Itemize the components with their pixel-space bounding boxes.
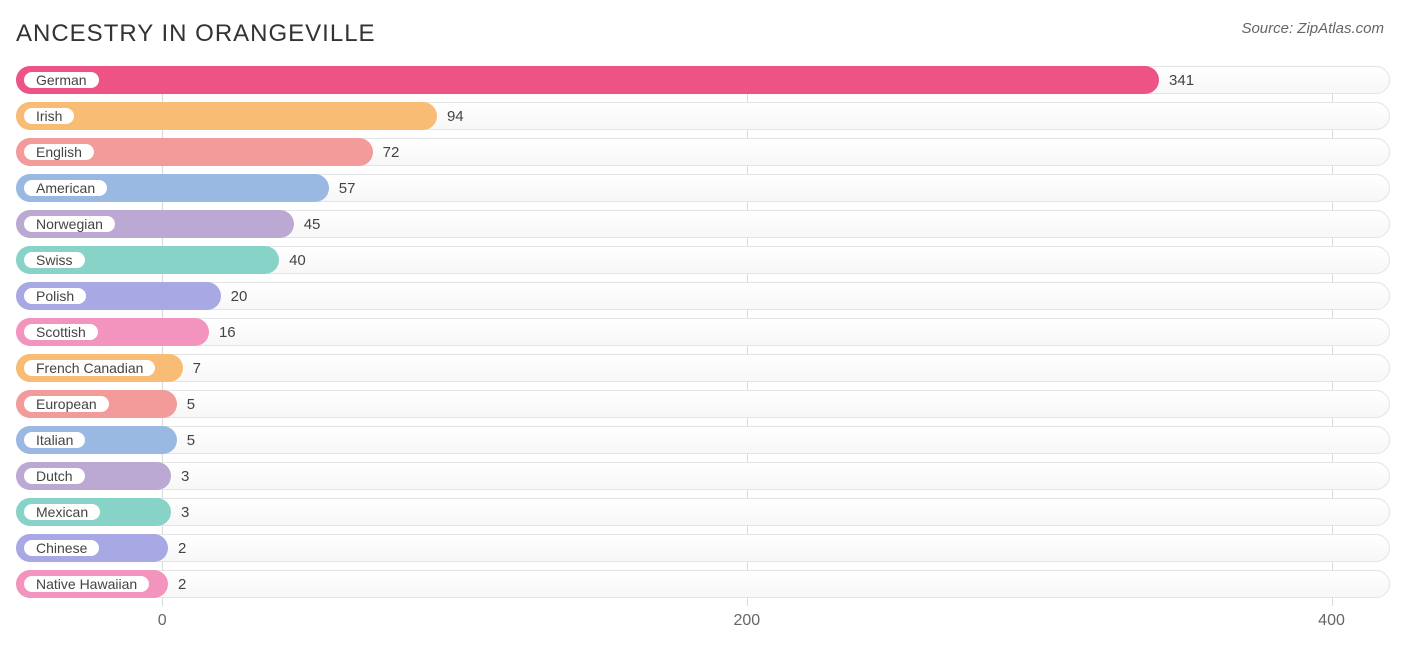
bar-track	[16, 570, 1390, 598]
bar-track	[16, 426, 1390, 454]
bar-label-pill: Polish	[22, 286, 88, 306]
bar-label-pill: Scottish	[22, 322, 100, 342]
bar-value: 40	[279, 246, 306, 274]
bar-label-pill: Italian	[22, 430, 87, 450]
bar-value: 2	[168, 534, 186, 562]
bar-row: Swiss 40	[16, 246, 1390, 274]
bar-value: 7	[183, 354, 201, 382]
bar-value: 72	[373, 138, 400, 166]
header: ANCESTRY IN ORANGEVILLE Source: ZipAtlas…	[16, 20, 1390, 48]
source-attribution: Source: ZipAtlas.com	[1241, 20, 1390, 37]
bar-row: Norwegian 45	[16, 210, 1390, 238]
bar-row: Chinese 2	[16, 534, 1390, 562]
bar-label-pill: Chinese	[22, 538, 101, 558]
bar-label-pill: English	[22, 142, 96, 162]
bar-label-pill: French Canadian	[22, 358, 157, 378]
bar-row: Native Hawaiian 2	[16, 570, 1390, 598]
bar-row: Irish 94	[16, 102, 1390, 130]
bar-value: 20	[221, 282, 248, 310]
bar-label-pill: German	[22, 70, 101, 90]
bar-value: 5	[177, 426, 195, 454]
x-axis: 0 200 400	[16, 606, 1390, 640]
bar-label-pill: American	[22, 178, 109, 198]
bar-row: Scottish 16	[16, 318, 1390, 346]
bar-row: Italian 5	[16, 426, 1390, 454]
bar-value: 57	[329, 174, 356, 202]
bar-fill	[16, 66, 1159, 94]
bar-row: German 341	[16, 66, 1390, 94]
bar-label-pill: Irish	[22, 106, 76, 126]
bar-label-pill: Dutch	[22, 466, 87, 486]
bar-label-pill: Swiss	[22, 250, 87, 270]
bar-row: Mexican 3	[16, 498, 1390, 526]
bar-row: English 72	[16, 138, 1390, 166]
bar-row: French Canadian 7	[16, 354, 1390, 382]
x-tick: 400	[1318, 612, 1345, 630]
bar-label-pill: European	[22, 394, 111, 414]
bar-row: Polish 20	[16, 282, 1390, 310]
bar-track	[16, 354, 1390, 382]
x-tick: 0	[158, 612, 167, 630]
bar-row: American 57	[16, 174, 1390, 202]
bar-label-pill: Native Hawaiian	[22, 574, 151, 594]
bar-track	[16, 390, 1390, 418]
ancestry-bar-chart: German341Irish94English72American57Norwe…	[16, 66, 1390, 640]
bar-value: 16	[209, 318, 236, 346]
bar-label-pill: Norwegian	[22, 214, 117, 234]
bar-value: 45	[294, 210, 321, 238]
bar-value: 3	[171, 462, 189, 490]
bar-value: 5	[177, 390, 195, 418]
bar-row: European 5	[16, 390, 1390, 418]
bar-value: 94	[437, 102, 464, 130]
bar-track	[16, 462, 1390, 490]
bar-track	[16, 534, 1390, 562]
bar-rows: German341Irish94English72American57Norwe…	[16, 66, 1390, 598]
bar-fill	[16, 102, 437, 130]
bar-row: Dutch 3	[16, 462, 1390, 490]
bar-track	[16, 498, 1390, 526]
x-tick: 200	[733, 612, 760, 630]
bar-label-pill: Mexican	[22, 502, 102, 522]
bar-value: 3	[171, 498, 189, 526]
chart-title: ANCESTRY IN ORANGEVILLE	[16, 20, 376, 48]
bar-value: 341	[1159, 66, 1194, 94]
bar-value: 2	[168, 570, 186, 598]
